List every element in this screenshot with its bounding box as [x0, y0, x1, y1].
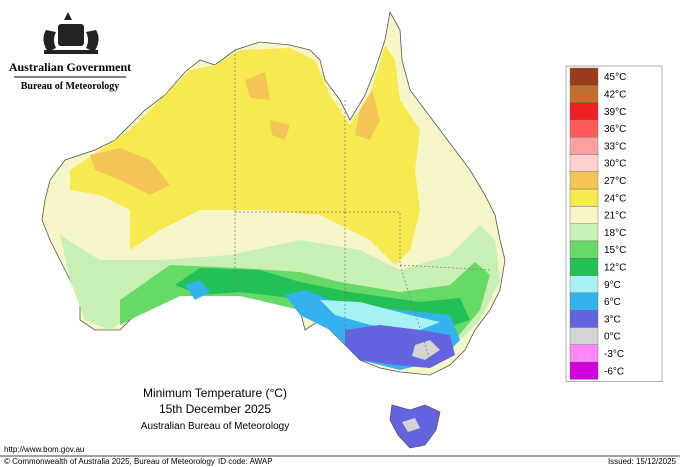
- legend-swatch: [569, 67, 599, 86]
- legend-label: 30°C: [604, 159, 626, 170]
- legend-label: 12°C: [604, 262, 626, 273]
- legend-label: -6°C: [604, 366, 624, 377]
- legend-swatch: [569, 119, 599, 138]
- legend-label: 36°C: [604, 124, 626, 135]
- state-borders: [234, 50, 491, 361]
- australia-map: [41, 10, 506, 449]
- coat-of-arms: [43, 12, 99, 54]
- agency-name: Bureau of Meteorology: [21, 81, 120, 92]
- legend-swatch: [569, 275, 599, 294]
- legend-swatch: [569, 310, 599, 328]
- legend-swatch: [569, 258, 599, 276]
- government-name: Australian Government: [9, 60, 131, 74]
- legend-swatch: [569, 85, 599, 103]
- legend-swatch: [569, 240, 599, 259]
- legend-swatch: [569, 206, 599, 224]
- legend-label: 45°C: [604, 72, 626, 83]
- legend-label: 9°C: [604, 280, 621, 291]
- legend-swatch: [569, 102, 599, 121]
- legend-label: 24°C: [604, 193, 626, 204]
- legend-label: 39°C: [604, 107, 626, 118]
- footer-id: ID code: AWAP: [218, 457, 273, 466]
- legend-swatch: [569, 136, 599, 155]
- legend-swatch: [569, 188, 599, 207]
- legend-swatch: [569, 327, 599, 345]
- legend-swatch: [569, 292, 599, 311]
- legend-swatch: [569, 344, 599, 363]
- legend-label: 6°C: [604, 297, 621, 308]
- legend-swatch: [569, 223, 599, 242]
- legend-swatch: [569, 361, 599, 380]
- legend-swatch: [569, 154, 599, 172]
- footer-copyright: © Commonwealth of Australia 2025, Bureau…: [4, 457, 215, 466]
- map-title: Minimum Temperature (°C): [143, 386, 287, 400]
- legend-label: 15°C: [604, 245, 626, 256]
- legend-label: 21°C: [604, 211, 626, 222]
- legend-label: 3°C: [604, 314, 621, 325]
- legend-label: 18°C: [604, 228, 626, 239]
- legend: 45°C 42°C 39°C 36°C 33°C 30°C 27°C 24°C 21°C 18°C…: [565, 65, 663, 382]
- legend-label: -3°C: [604, 349, 624, 360]
- legend-label: 0°C: [604, 332, 621, 343]
- map-date: 15th December 2025: [159, 402, 271, 416]
- footer-issued: Issued: 15/12/2025: [608, 457, 677, 466]
- legend-label: 33°C: [604, 141, 626, 152]
- legend-label: 27°C: [604, 176, 626, 187]
- map-source: Australian Bureau of Meteorology: [141, 421, 289, 432]
- legend-swatch: [569, 171, 599, 190]
- footer-url: http://www.bom.gov.au: [4, 445, 84, 454]
- legend-label: 42°C: [604, 89, 626, 100]
